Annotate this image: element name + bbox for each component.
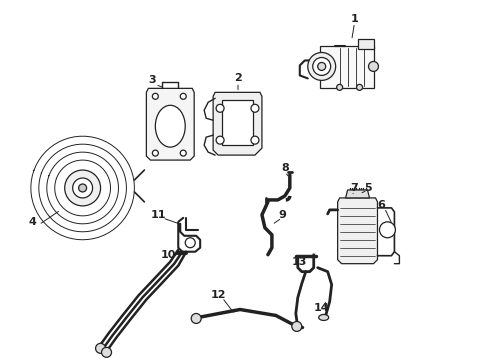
Ellipse shape [318, 315, 329, 320]
Polygon shape [345, 190, 369, 198]
Ellipse shape [155, 105, 185, 147]
Text: 3: 3 [148, 75, 156, 85]
Polygon shape [338, 198, 377, 264]
Circle shape [251, 136, 259, 144]
Polygon shape [222, 100, 253, 145]
Circle shape [318, 62, 326, 71]
Circle shape [152, 93, 158, 99]
Text: 4: 4 [29, 217, 37, 227]
Text: 10: 10 [161, 250, 176, 260]
Circle shape [65, 170, 100, 206]
Polygon shape [147, 88, 194, 160]
Text: 13: 13 [292, 257, 308, 267]
Circle shape [379, 222, 395, 238]
Circle shape [78, 184, 87, 192]
Text: 1: 1 [351, 14, 359, 24]
Circle shape [313, 58, 331, 75]
Text: 14: 14 [314, 302, 329, 312]
Circle shape [308, 53, 336, 80]
Text: 9: 9 [278, 210, 286, 220]
Circle shape [251, 104, 259, 112]
Circle shape [292, 321, 302, 332]
Polygon shape [319, 45, 374, 88]
Text: 5: 5 [364, 183, 371, 193]
Circle shape [96, 343, 105, 353]
Circle shape [216, 136, 224, 144]
Text: 6: 6 [377, 200, 386, 210]
Circle shape [357, 84, 363, 90]
Text: 2: 2 [234, 73, 242, 84]
Circle shape [368, 62, 378, 71]
Circle shape [216, 104, 224, 112]
Circle shape [73, 178, 93, 198]
Circle shape [152, 150, 158, 156]
Text: 11: 11 [150, 210, 166, 220]
Circle shape [101, 347, 112, 357]
Text: 12: 12 [210, 289, 226, 300]
Bar [358, 39, 373, 49]
Circle shape [191, 314, 201, 323]
Circle shape [337, 84, 343, 90]
Text: 7: 7 [351, 183, 359, 193]
Circle shape [180, 150, 186, 156]
Text: 8: 8 [281, 163, 289, 173]
Polygon shape [213, 92, 262, 155]
Circle shape [180, 93, 186, 99]
Circle shape [185, 238, 195, 248]
